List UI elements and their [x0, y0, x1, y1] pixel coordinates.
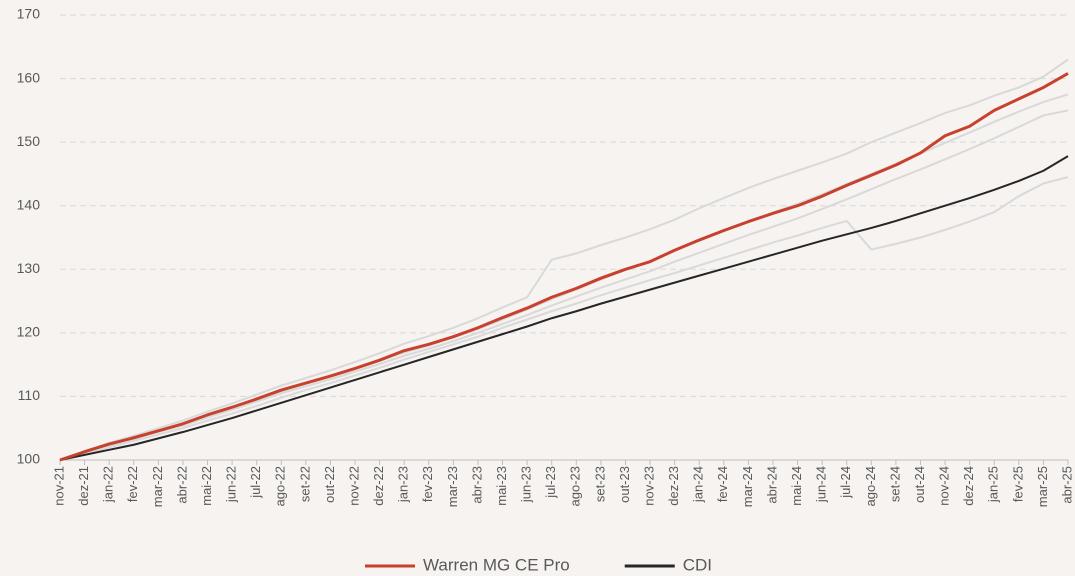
series-line [59, 176, 1069, 461]
series-line [59, 155, 1069, 461]
x-tick-label: nov-23 [641, 466, 656, 506]
y-tick-label: 150 [17, 133, 41, 149]
x-tick-label: mai-23 [494, 466, 509, 506]
y-tick-label: 170 [17, 6, 41, 22]
x-tick-label: jun-24 [814, 466, 829, 503]
x-tick-label: fev-23 [420, 466, 435, 502]
x-tick-label: abr-24 [764, 466, 779, 504]
x-tick-label: ago-23 [568, 466, 583, 506]
x-tick-label: abr-23 [469, 466, 484, 504]
x-tick-label: dez-24 [961, 466, 976, 506]
x-tick-label: fev-25 [1010, 466, 1025, 502]
x-tick-label: out-22 [322, 466, 337, 503]
x-tick-label: jul-22 [248, 466, 263, 499]
legend-label: Warren MG CE Pro [423, 555, 570, 574]
x-tick-label: jan-22 [101, 466, 116, 503]
y-tick-label: 120 [17, 324, 41, 340]
x-tick-label: jun-22 [224, 466, 239, 503]
x-tick-label: abr-22 [174, 466, 189, 504]
x-tick-label: nov-24 [937, 466, 952, 506]
x-tick-label: jun-23 [519, 466, 534, 503]
x-tick-label: out-24 [912, 466, 927, 503]
x-tick-label: ago-22 [273, 466, 288, 506]
x-tick-label: mar-25 [1035, 466, 1050, 507]
x-tick-label: jan-24 [691, 466, 706, 503]
series-line [59, 72, 1069, 462]
series-line [59, 93, 1069, 461]
x-tick-label: set-24 [887, 466, 902, 502]
x-tick-label: jul-24 [838, 466, 853, 499]
x-tick-label: jan-25 [986, 466, 1001, 503]
x-tick-label: set-23 [592, 466, 607, 502]
series-line [59, 58, 1069, 461]
x-tick-label: ago-24 [863, 466, 878, 506]
x-tick-label: nov-21 [51, 466, 66, 506]
x-tick-label: mar-22 [150, 466, 165, 507]
x-tick-label: mai-22 [199, 466, 214, 506]
x-tick-label: dez-23 [666, 466, 681, 506]
x-tick-label: abr-25 [1059, 466, 1074, 504]
y-tick-label: 140 [17, 196, 41, 212]
x-tick-label: jul-23 [543, 466, 558, 499]
x-tick-label: dez-22 [371, 466, 386, 506]
y-tick-label: 160 [17, 69, 41, 85]
y-tick-label: 100 [17, 451, 41, 467]
x-tick-label: mar-23 [445, 466, 460, 507]
x-tick-label: mai-24 [789, 466, 804, 506]
x-tick-label: nov-22 [346, 466, 361, 506]
x-tick-label: out-23 [617, 466, 632, 503]
x-tick-label: fev-22 [125, 466, 140, 502]
series-line [59, 109, 1069, 461]
y-tick-label: 130 [17, 260, 41, 276]
legend-label: CDI [683, 555, 712, 574]
x-tick-label: jan-23 [396, 466, 411, 503]
x-tick-label: fev-24 [715, 466, 730, 502]
x-tick-label: mar-24 [740, 466, 755, 507]
x-tick-label: set-22 [297, 466, 312, 502]
y-tick-label: 110 [18, 387, 41, 403]
x-tick-label: dez-21 [76, 466, 91, 506]
